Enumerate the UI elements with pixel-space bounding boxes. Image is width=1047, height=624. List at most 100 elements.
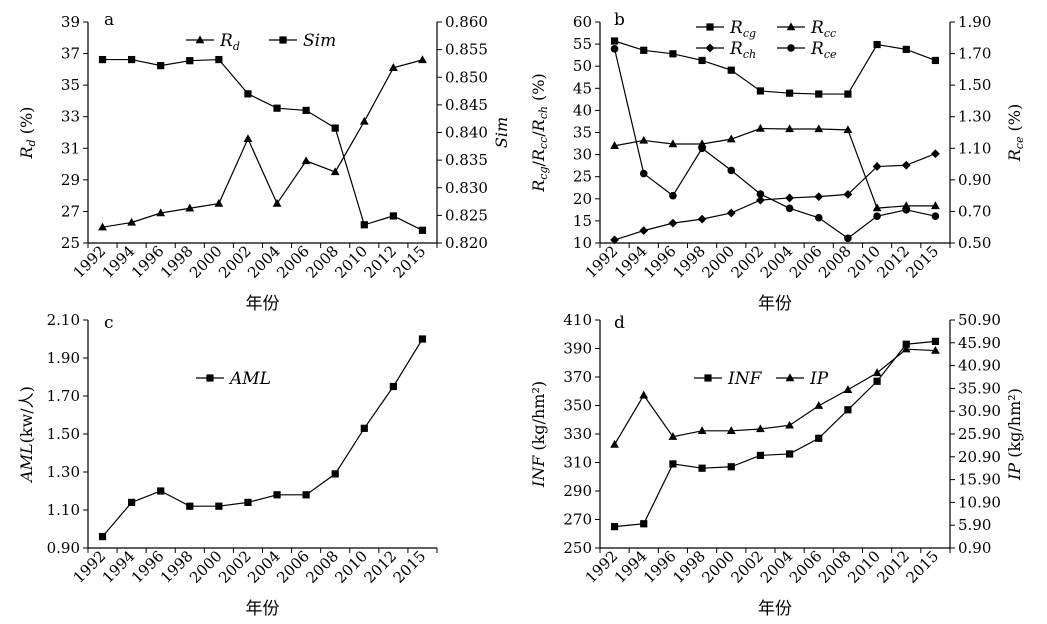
data-point-rcg — [610, 37, 619, 45]
data-point-rd — [185, 203, 195, 212]
data-point-rch — [610, 235, 619, 245]
data-point-aml — [389, 382, 397, 391]
data-point-ip — [668, 432, 678, 440]
data-point-rd — [156, 208, 166, 217]
data-point-rcc — [931, 201, 940, 210]
data-point-rd — [272, 198, 282, 207]
legend-marker — [786, 22, 796, 31]
x-tick-label: 1998 — [157, 547, 197, 587]
right-tick-label: 45.90 — [958, 334, 1001, 352]
x-tick-label: 1996 — [640, 242, 680, 282]
data-point-rch — [668, 218, 678, 228]
left-tick-label: 31 — [61, 139, 80, 157]
data-point-rcg — [669, 50, 677, 58]
legend-marker — [195, 35, 205, 44]
left-tick-label: 250 — [563, 539, 592, 557]
data-point-rd — [214, 198, 224, 207]
right-tick-label: 1.30 — [958, 108, 991, 126]
data-point-aml — [128, 498, 136, 506]
x-tick-label: 2008 — [815, 242, 855, 282]
legend-label: AML — [228, 369, 271, 389]
data-point-rch — [639, 226, 649, 236]
data-point-rch — [726, 208, 736, 218]
data-point-rcc — [668, 139, 678, 148]
right-tick-label: 0.90 — [958, 539, 991, 557]
left-tick-label: 410 — [563, 311, 592, 329]
left-tick-label: 390 — [563, 340, 592, 358]
data-point-rcg — [873, 40, 881, 49]
x-tick-label: 1996 — [128, 547, 168, 587]
data-point-sim — [186, 57, 194, 65]
data-point-ip — [610, 439, 619, 448]
left-tick-label: 20 — [573, 190, 592, 208]
x-tick-label: 2010 — [331, 242, 371, 282]
data-point-sim — [215, 55, 223, 64]
data-point-rce — [844, 234, 852, 243]
legend-item-rcc: Rcc — [777, 18, 836, 40]
data-point-rd — [330, 167, 340, 176]
x-tick-label: 2006 — [786, 242, 826, 282]
x-tick-label: 2012 — [873, 547, 913, 587]
data-point-rce — [727, 166, 736, 175]
left-tick-label: 1.50 — [47, 425, 80, 443]
legend-label: Rch — [729, 39, 756, 61]
legend-marker — [706, 23, 714, 31]
data-point-sim — [360, 221, 368, 229]
right-tick-label: 0.830 — [445, 179, 488, 197]
x-tick-label: 1994 — [611, 242, 651, 282]
series-line-inf — [614, 340, 936, 528]
legend-label: Sim — [303, 31, 336, 51]
data-point-ip — [785, 420, 794, 429]
left-axis-label: Rd (%) — [17, 107, 38, 160]
left-tick-label: 50 — [573, 57, 592, 75]
left-tick-label: 30 — [573, 146, 592, 164]
data-point-rcc — [814, 124, 824, 133]
data-point-inf — [756, 451, 765, 459]
right-tick-label: 0.845 — [445, 96, 488, 114]
left-tick-label: 1.70 — [47, 387, 80, 405]
legend-item-aml: AML — [196, 369, 271, 389]
right-tick-label: 0.70 — [958, 202, 991, 220]
data-point-rce — [756, 190, 765, 198]
x-tick-label: 1994 — [611, 547, 651, 587]
data-point-rcc — [726, 134, 736, 143]
data-point-rce — [669, 191, 677, 200]
data-point-rd — [301, 156, 311, 165]
data-point-rd — [388, 63, 398, 71]
chart-panel-d: 250 270 290 310 330 350 370 390 410 0.90 5.90 10.90… — [529, 311, 1024, 619]
series-line-aml — [102, 338, 423, 537]
x-tick-label: 2004 — [244, 242, 284, 282]
legend-item-ip: IP — [776, 369, 829, 389]
left-axis-label: INF (kg/hm²) — [529, 381, 548, 488]
panel-letter: a — [104, 10, 114, 30]
data-point-ip — [756, 424, 765, 433]
data-point-aml — [157, 487, 165, 495]
left-tick-label: 1.30 — [47, 463, 80, 481]
chart-panel-a: 25 27 29 31 33 35 37 39 0.820 0.825 0.830 0.835 0.84… — [17, 10, 511, 314]
x-tick-label: 2006 — [273, 242, 313, 282]
data-point-inf — [610, 523, 619, 531]
data-point-rcg — [844, 90, 852, 98]
data-point-rce — [698, 144, 706, 153]
legend-label: INF — [727, 369, 763, 389]
data-point-rce — [873, 212, 881, 220]
right-tick-label: 1.50 — [958, 76, 991, 94]
right-tick-label: 20.90 — [958, 448, 1001, 466]
x-tick-label: 2004 — [757, 547, 797, 587]
data-point-inf — [931, 337, 940, 345]
series-line-sim — [102, 58, 423, 231]
data-point-inf — [640, 520, 648, 528]
left-tick-label: 15 — [573, 212, 592, 230]
data-point-sim — [244, 90, 252, 98]
data-point-aml — [98, 533, 107, 541]
left-tick-label: 60 — [573, 13, 592, 31]
x-tick-label: 2015 — [390, 242, 430, 282]
right-tick-label: 30.90 — [958, 402, 1001, 420]
right-tick-label: 0.820 — [445, 234, 488, 252]
series-line-rch — [614, 153, 936, 241]
legend-marker — [279, 36, 287, 44]
right-tick-label: 1.10 — [958, 139, 991, 157]
x-tick-label: 2000 — [698, 547, 738, 587]
data-point-ip — [901, 344, 911, 353]
right-tick-label: 0.840 — [445, 124, 488, 142]
